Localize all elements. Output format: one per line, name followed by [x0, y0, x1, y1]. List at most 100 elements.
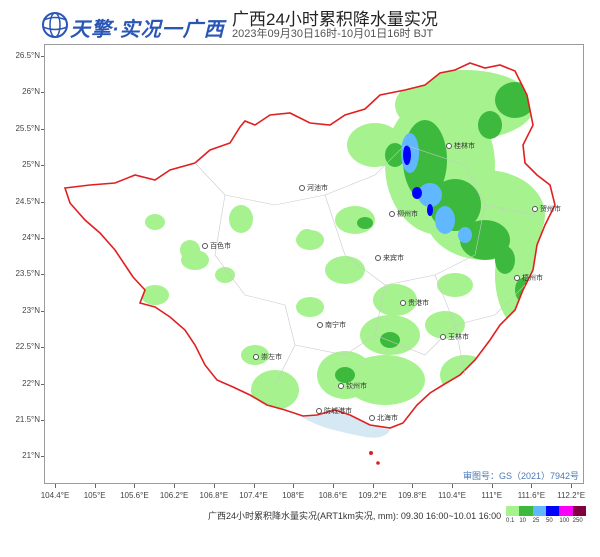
latitude-tick: [41, 310, 44, 312]
map-approval-number: 审图号：GS（2021）7942号: [463, 471, 580, 481]
legend-label: 25: [532, 518, 540, 524]
latitude-tick: [41, 165, 44, 167]
longitude-tick: [253, 484, 255, 488]
longitude-label: 110.4°E: [438, 491, 466, 500]
city-label: 崇左市: [261, 354, 282, 361]
latitude-tick: [41, 347, 44, 349]
latitude-tick: [41, 92, 44, 94]
map-caption: 广西24小时累积降水量实况(ART1km实况, mm): 09.30 16:00…: [208, 511, 502, 521]
longitude-tick: [174, 484, 176, 488]
longitude-tick: [213, 484, 215, 488]
city-marker: [299, 185, 305, 191]
city-label: 百色市: [210, 243, 231, 250]
map-frame: [44, 44, 584, 484]
longitude-label: 107.4°E: [239, 491, 268, 500]
longitude-tick: [491, 484, 493, 488]
city-label: 钦州市: [346, 383, 367, 390]
longitude-label: 108.6°E: [318, 491, 348, 500]
map-subtitle: 2023年09月30日16时-10月01日16时 BJT: [232, 28, 434, 40]
legend-label: 50: [546, 518, 553, 524]
legend-swatch: [519, 506, 533, 516]
longitude-tick: [531, 484, 533, 488]
legend-swatch: [559, 506, 573, 516]
longitude-tick: [372, 484, 374, 488]
latitude-tick: [41, 128, 44, 130]
city-marker: [317, 322, 323, 328]
city-marker: [202, 243, 208, 249]
legend-label: 10: [519, 518, 527, 524]
latitude-label: 21.5°N: [15, 415, 40, 424]
latitude-tick: [41, 274, 44, 276]
latitude-label: 22.5°N: [15, 342, 40, 352]
city-marker: [375, 255, 381, 261]
sea-area: [300, 408, 390, 438]
city-label: 梧州市: [522, 275, 543, 282]
longitude-tick: [571, 484, 573, 488]
longitude-label: 104.4°E: [40, 491, 70, 500]
latitude-label: 23°N: [22, 305, 40, 315]
latitude-label: 21°N: [22, 451, 40, 461]
longitude-label: 108°E: [282, 491, 305, 500]
longitude-label: 109.8°E: [398, 491, 427, 500]
longitude-tick: [55, 484, 56, 488]
latitude-label: 24°N: [22, 233, 40, 242]
prefecture-boundaries: [194, 144, 536, 386]
legend-swatch: [532, 506, 546, 516]
longitude-label: 105°E: [83, 491, 106, 500]
city-label: 贵港市: [408, 300, 429, 307]
latitude-tick: [41, 56, 44, 57]
precipitation-map: [63, 62, 556, 465]
city-label: 来宾市: [383, 255, 404, 262]
legend-swatch: [572, 506, 586, 516]
latitude-label: 23.5°N: [15, 269, 40, 279]
legend-labels: 0.1 10 25 50 100 250: [506, 518, 590, 528]
city-marker: [316, 408, 322, 414]
longitude-label: 106.2°E: [159, 491, 189, 500]
city-label: 贺州市: [540, 206, 561, 213]
city-marker: [514, 275, 520, 281]
legend-label: 250: [572, 518, 583, 524]
city-marker: [440, 334, 446, 340]
legend-swatch: [545, 506, 560, 516]
latitude-tick: [41, 383, 44, 385]
logo-globe-icon: [42, 12, 68, 38]
latitude-label: 26.5°N: [15, 51, 40, 60]
city-label: 柳州市: [397, 211, 418, 218]
logo-text: 天擎·实况一广西: [70, 19, 225, 41]
latitude-label: 22°N: [22, 378, 40, 388]
logo: 天擎·实况一广西: [40, 8, 230, 42]
latitude-label: 25°N: [22, 160, 40, 170]
longitude-tick: [332, 484, 334, 488]
city-marker: [446, 143, 452, 149]
city-label: 防城港市: [324, 408, 352, 415]
city-label: 桂林市: [454, 143, 475, 150]
legend-swatch: [506, 506, 520, 516]
longitude-tick: [134, 484, 136, 488]
header: 天擎·实况一广西 广西24小时累积降水量实况 2023年09月30日16时-10…: [0, 0, 600, 44]
longitude-label: 109.2°E: [358, 491, 387, 500]
latitude-label: 25.5°N: [15, 123, 40, 133]
longitude-tick: [452, 484, 453, 488]
longitude-label: 105.6°E: [120, 491, 149, 500]
legend-label: 0.1: [506, 518, 515, 524]
latitude-tick: [41, 201, 44, 203]
longitude-label: 112.2°E: [557, 491, 586, 500]
map-title: 广西24小时累积降水量实况: [232, 10, 438, 29]
guangxi-boundary: [63, 62, 556, 429]
city-marker: [253, 354, 259, 360]
latitude-tick: [41, 456, 44, 458]
city-marker: [400, 300, 406, 306]
city-marker: [338, 383, 344, 389]
latitude-label: 26°N: [22, 87, 40, 97]
precipitation-legend: [506, 506, 586, 520]
longitude-tick: [293, 484, 295, 488]
longitude-label: 106.8°E: [199, 491, 229, 500]
city-label: 南宁市: [325, 322, 346, 329]
longitude-tick: [412, 484, 414, 488]
longitude-tick: [94, 484, 96, 488]
latitude-tick: [41, 420, 44, 421]
city-label: 玉林市: [448, 334, 469, 341]
legend-label: 100: [559, 518, 570, 524]
city-marker: [369, 415, 375, 421]
city-marker: [532, 206, 538, 212]
